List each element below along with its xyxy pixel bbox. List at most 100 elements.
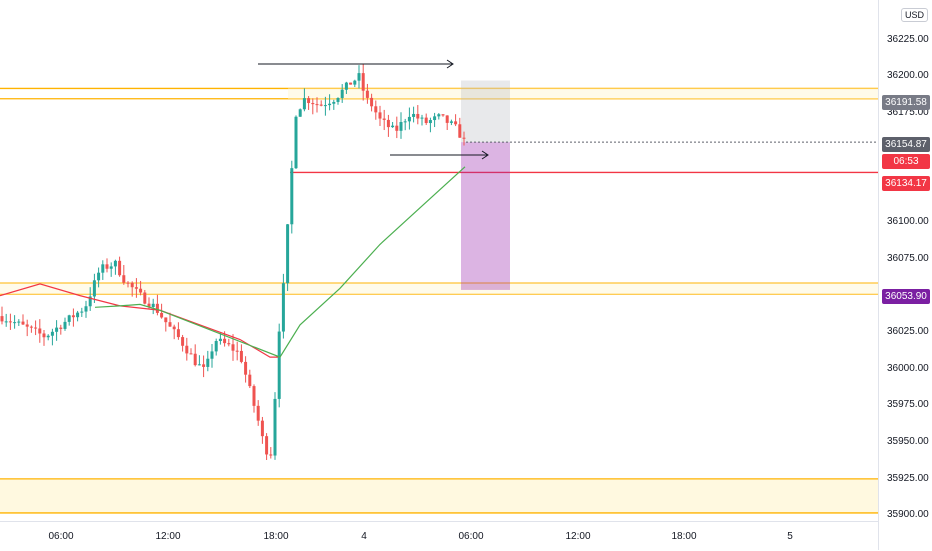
time-tick-label: 4 [361,531,367,542]
arrow-head-top [446,59,454,69]
price-tick-label: 36075.00 [887,253,929,265]
candle-body [290,168,294,225]
currency-button[interactable]: USD [901,8,929,22]
candle-body [210,351,214,359]
candle-body [227,343,231,345]
price-axis[interactable]: USD 36225.0036200.0036175.0036125.003610… [878,0,932,550]
candle-body [181,337,185,346]
price-chart[interactable] [0,0,878,521]
price-tick-label: 35950.00 [887,435,929,447]
candle-body [185,345,189,354]
price-tick-label: 36200.00 [887,70,929,82]
price-tick-label: 36100.00 [887,216,929,228]
candle-body [130,282,134,288]
candle-body [34,327,38,329]
candle-body [38,328,42,334]
candle-body [71,315,75,318]
candle-body [260,420,264,437]
candle-body [433,116,437,121]
candle-body [307,98,311,104]
time-tick-label: 06:00 [48,531,74,542]
candle-body [395,125,399,131]
candle-body [412,113,416,117]
candle-body [449,121,453,123]
candle-body [134,287,138,289]
candle-body [344,82,348,90]
candle-body [55,327,59,332]
candle-body [269,454,273,456]
candle-body [357,73,361,81]
candle-body [172,326,176,330]
price-tick-label: 35925.00 [887,472,929,484]
candle-body [445,115,449,123]
candle-body [122,275,126,283]
candle-body [218,338,222,342]
candle-body [206,358,210,367]
candle-body [424,117,428,124]
candle-body [374,106,378,113]
time-axis[interactable]: 06:00 12:00 18:00 4 06:00 12:00 18:00 5 [0,521,878,551]
target-level-badge: 36053.90 [882,289,930,304]
candle-body [315,104,319,106]
time-tick-label: 18:00 [671,531,697,542]
candle-body [391,125,395,128]
candle-body [109,266,113,269]
candle-body [80,311,84,313]
price-tick-label: 35900.00 [887,509,929,521]
candle-body [46,335,50,338]
candle-body [118,260,122,276]
candle-body [202,364,206,367]
candle-body [244,361,248,375]
candle-body [382,118,386,120]
candle-body [365,90,369,98]
candle-body [67,315,71,322]
candle-body [370,97,374,107]
price-tick-label: 36025.00 [887,326,929,338]
candle-body [151,303,155,308]
candle-body [92,280,96,297]
candle-body [147,303,151,308]
candle-body [386,119,390,128]
candle-body [277,331,281,399]
candle-body [126,282,130,284]
support-zone [0,283,878,295]
candle-body [17,321,21,323]
candle-body [193,353,197,366]
candle-body [399,122,403,131]
candle-body [197,364,201,366]
candle-body [378,112,382,119]
candle-body [155,303,159,313]
candle-body [311,103,315,105]
position-target-zone [461,142,510,290]
candle-body [265,436,269,455]
candle-body [302,98,306,110]
candle-body [25,324,29,327]
chart-area[interactable] [0,0,878,521]
price-tick-label: 35975.00 [887,399,929,411]
candle-body [223,338,227,344]
candle-body [332,101,336,104]
candle-body [21,321,25,325]
candle-body [164,317,168,323]
candle-body [160,312,164,318]
candle-body [143,292,147,304]
countdown-badge: 06:53 [882,154,930,169]
candle-body [101,264,105,273]
candle-body [319,104,323,106]
candle-body [458,124,462,138]
candle-body [416,113,420,119]
candle-body [4,321,8,323]
candle-body [235,350,239,352]
candle-body [454,121,458,125]
candle-body [50,331,54,336]
candle-body [8,321,12,323]
last-price-badge: 36154.87 [882,137,930,152]
candle-body [281,283,285,332]
demand-zone [0,478,878,513]
candle-body [298,109,302,117]
candle-body [286,224,290,284]
candle-body [256,405,260,421]
candle-body [59,327,63,329]
candle-body [13,322,17,324]
candle-body [176,329,180,338]
